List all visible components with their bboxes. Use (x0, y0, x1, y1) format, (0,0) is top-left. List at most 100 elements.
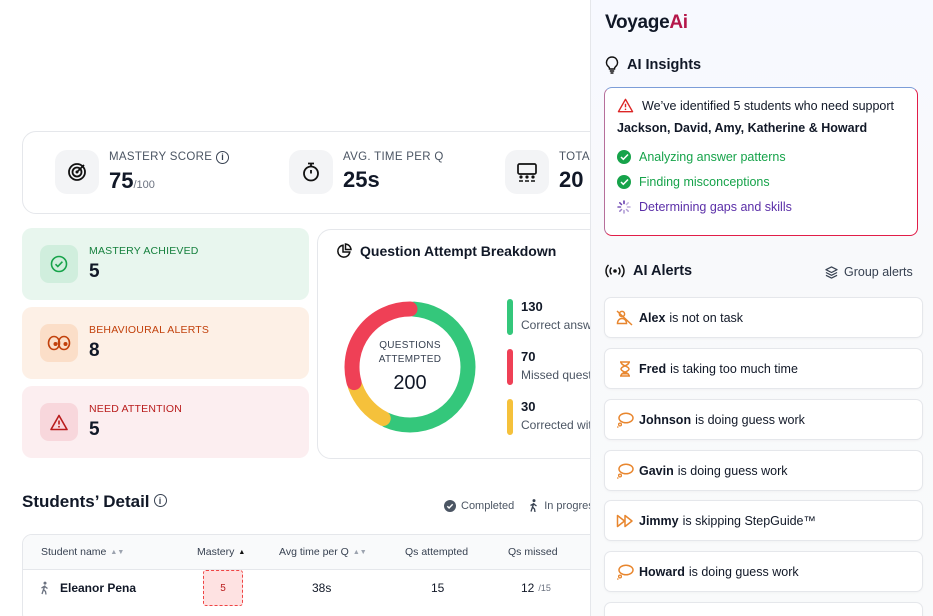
student-name: Fred (639, 361, 667, 376)
walking-icon (41, 581, 48, 595)
alert-row-johnson[interactable]: Johnson is doing guess work (604, 399, 923, 440)
question-breakdown-card: Question Attempt Breakdown QUESTIONS ATTE… (317, 229, 617, 459)
col-qs-attempted[interactable]: Qs attempted (405, 546, 469, 558)
legend-swatch (507, 349, 513, 385)
completed-label: Completed (461, 499, 515, 512)
breakdown-title: Question Attempt Breakdown (360, 243, 557, 259)
student-name: Johnson (639, 412, 692, 427)
loading-spinner-icon (617, 200, 631, 214)
mastery-badge: 5 (203, 570, 243, 606)
alert-row-alex[interactable]: Alex is not on task (604, 297, 923, 338)
pie-chart-icon (337, 243, 352, 258)
stat-avg-time: AVG. TIME PER Q 25s (289, 150, 444, 194)
center-value: 200 (393, 372, 427, 394)
alert-text: is doing guess work (688, 564, 799, 579)
off-task-icon (616, 309, 634, 327)
students-title: Students’ Detail (22, 492, 150, 511)
donut-slice-missed[interactable] (344, 301, 418, 391)
card-label: BEHAVIOURAL ALERTS (89, 324, 210, 336)
legend-missed: 70 Missed quest (507, 349, 592, 385)
col-student-name[interactable]: Student name ▲▼ (41, 546, 125, 558)
alert-row-gavin[interactable]: Gavin is doing guess work (604, 450, 923, 491)
thought-bubble-icon (616, 411, 634, 429)
insight-message: We’ve identified 5 students who need sup… (642, 98, 895, 113)
table-row[interactable]: Eleanor Pena 5 38s 15 12/15 (23, 570, 621, 606)
thought-bubble-icon (616, 462, 634, 480)
alert-text: is not on task (669, 310, 744, 325)
check-icon (617, 150, 631, 164)
table-header: Student name ▲▼ Mastery ▲ Avg time per Q ▲▼… (23, 535, 621, 570)
insight-box: We’ve identified 5 students who need sup… (604, 87, 918, 236)
broadcast-icon (605, 264, 625, 278)
check-circle-icon (40, 245, 78, 283)
stat-value: 25s (343, 167, 380, 192)
check-icon (617, 175, 631, 189)
student-name: Howard (639, 564, 685, 579)
step-gaps: Determining gaps and skills (617, 200, 905, 214)
behavioural-alerts-card[interactable]: BEHAVIOURAL ALERTS 8 (22, 307, 309, 379)
alert-text: is doing guess work (695, 412, 805, 427)
sort-icon: ▲▼ (110, 548, 125, 556)
completed-icon (444, 499, 456, 512)
col-avg-time[interactable]: Avg time per Q ▲▼ (279, 546, 367, 558)
mastery-achieved-card[interactable]: MASTERY ACHIEVED 5 (22, 228, 309, 300)
stat-total: TOTAL 20 (505, 150, 597, 194)
alert-text: is taking too much time (670, 361, 798, 376)
sort-up-icon: ▲ (238, 548, 246, 556)
stat-label: AVG. TIME PER Q (343, 151, 444, 163)
legend-correct: 130 Correct answ (507, 299, 592, 335)
legend-swatch (507, 299, 513, 335)
col-qs-missed[interactable]: Qs missed (508, 546, 558, 558)
missed-cell: 12/15 (521, 581, 551, 595)
legend-corrected: 30 Corrected wit (507, 399, 592, 435)
legend-text: Corrected wit (521, 418, 592, 432)
alert-row-jimmy[interactable]: Jimmy is skipping StepGuide™ (604, 500, 923, 541)
alert-row-fred[interactable]: Fred is taking too much time (604, 348, 923, 389)
card-value: 5 (89, 419, 100, 440)
legend-text: Correct answ (521, 318, 592, 332)
alert-row-partial[interactable] (604, 602, 923, 616)
alert-row-howard[interactable]: Howard is doing guess work (604, 551, 923, 592)
center-label-1: QUESTIONS (379, 340, 441, 351)
donut-slice-correct[interactable] (379, 301, 476, 433)
stat-label: TOTAL (559, 151, 597, 163)
alert-text: is doing guess work (677, 463, 788, 478)
card-label: NEED ATTENTION (89, 403, 183, 415)
stat-label: MASTERY SCORE (109, 151, 213, 163)
group-alerts-button[interactable]: Group alerts (825, 265, 913, 279)
step-analyzing: Analyzing answer patterns (617, 150, 905, 164)
voyage-ai-logo: VoyageAi (605, 12, 688, 33)
eyes-icon (40, 324, 78, 362)
donut-center: QUESTIONS ATTEMPTED 200 (338, 295, 482, 439)
col-mastery[interactable]: Mastery ▲ (197, 546, 246, 558)
avg-time-cell: 38s (312, 581, 332, 595)
legend-value: 70 (521, 349, 536, 364)
thought-bubble-icon (616, 563, 634, 581)
info-icon[interactable]: i (216, 150, 230, 164)
legend-value: 130 (521, 299, 543, 314)
lightbulb-icon (605, 56, 619, 74)
info-icon[interactable]: i (153, 494, 167, 507)
student-name: Gavin (639, 463, 674, 478)
attempted-cell: 15 (431, 581, 445, 595)
stat-value: 75/100 (109, 167, 155, 193)
classroom-icon (505, 150, 549, 194)
stats-card: MASTERY SCORE i 75/100 AVG. TIME PER Q 25… (22, 131, 622, 214)
skip-forward-icon (616, 512, 634, 530)
warning-icon (617, 98, 634, 113)
status-legend: Completed In progress (444, 499, 599, 512)
card-label: MASTERY ACHIEVED (89, 245, 199, 257)
stat-value: 20 (559, 167, 584, 192)
insights-title: AI Insights (627, 57, 702, 73)
hourglass-icon (616, 360, 634, 378)
step-misconceptions: Finding misconceptions (617, 175, 905, 189)
need-attention-card[interactable]: NEED ATTENTION 5 (22, 386, 309, 458)
stopwatch-icon (289, 150, 333, 194)
donut-chart (344, 301, 476, 433)
alerts-title: AI Alerts (633, 263, 693, 279)
card-value: 5 (89, 261, 100, 282)
student-name: Eleanor Pena (60, 581, 137, 595)
legend-value: 30 (521, 399, 536, 414)
target-icon (55, 150, 99, 194)
stat-mastery-score: MASTERY SCORE i 75/100 (55, 150, 230, 194)
